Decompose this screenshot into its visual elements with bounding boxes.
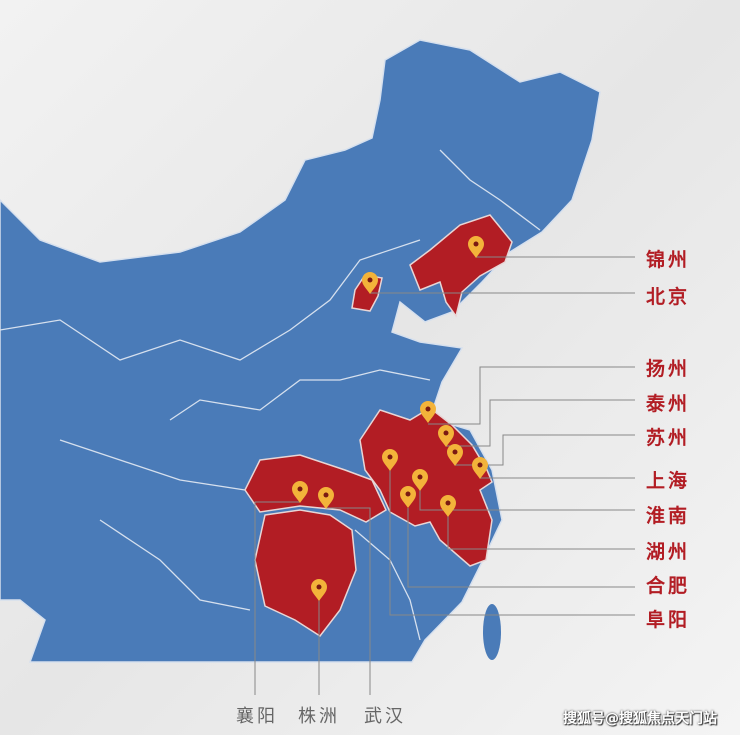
watermark: 搜狐号@搜狐焦点天门站 <box>563 711 717 727</box>
map-pin-dot <box>443 430 449 436</box>
map-pin-dot <box>477 462 483 468</box>
label-huainan: 淮南 <box>646 505 691 527</box>
map-pin-dot <box>297 486 303 492</box>
map-pin-icon <box>382 449 398 471</box>
map-pin-dot <box>405 491 411 497</box>
label-hefei: 合肥 <box>646 575 691 597</box>
map-pin-dot <box>323 492 329 498</box>
map-pin-icon <box>472 457 488 479</box>
label-zhuzhou: 株洲 <box>298 706 340 727</box>
map-pin-icon <box>318 487 334 509</box>
label-taizhou: 泰州 <box>646 393 691 415</box>
map-pin-icon <box>412 469 428 491</box>
region-liaoning <box>409 214 513 318</box>
map-pin-icon <box>438 425 454 447</box>
map-pin-icon <box>311 579 327 601</box>
map-pin-dot <box>417 474 423 480</box>
map-pin-icon <box>400 486 416 508</box>
label-suzhou: 苏州 <box>646 427 691 449</box>
map-pin-icon <box>440 495 456 517</box>
map-pin-dot <box>473 241 479 247</box>
map-pin-icon <box>468 236 484 258</box>
label-shanghai: 上海 <box>646 470 691 492</box>
map-pin-dot <box>367 277 373 283</box>
map-pin-dot <box>316 584 322 590</box>
label-huzhou: 湖州 <box>646 541 691 563</box>
map-pin-dot <box>425 406 431 412</box>
label-yangzhou: 扬州 <box>646 358 691 380</box>
label-fuyang: 阜阳 <box>646 609 691 631</box>
map-pin-dot <box>452 449 458 455</box>
map-pin-icon <box>362 272 378 294</box>
label-jinzhou: 锦州 <box>646 249 691 271</box>
map-pin-icon <box>420 401 436 423</box>
map-pin-dot <box>387 454 393 460</box>
map-pin-icon <box>292 481 308 503</box>
label-wuhan: 武汉 <box>364 706 406 727</box>
map-pin-dot <box>445 500 451 506</box>
region-hunan <box>254 509 357 638</box>
taiwan <box>483 604 501 660</box>
label-xiangyang: 襄阳 <box>236 706 278 727</box>
map-pin-icon <box>447 444 463 466</box>
label-beijing: 北京 <box>646 286 691 308</box>
pins <box>292 236 488 601</box>
